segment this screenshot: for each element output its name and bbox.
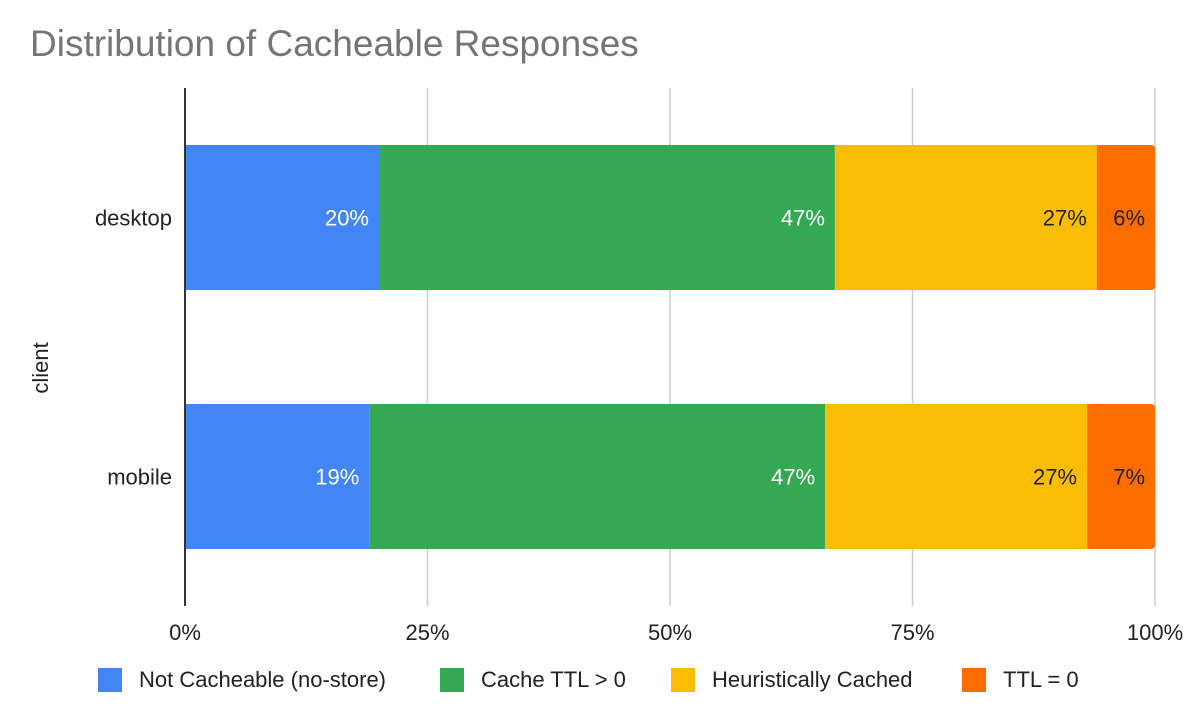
data-label: 27% (1043, 206, 1087, 231)
data-label: 47% (771, 465, 815, 490)
data-label: 7% (1113, 465, 1145, 490)
legend: Not Cacheable (no-store) Cache TTL > 0 Heu… (98, 667, 1079, 692)
axes: 0% 25% 50% 75% 100% desktop mobile (95, 88, 1183, 645)
bar-segment (825, 404, 1088, 549)
legend-label: Not Cacheable (no-store) (139, 667, 386, 692)
legend-swatch (440, 668, 464, 692)
data-label: 6% (1113, 206, 1145, 231)
chart-title: Distribution of Cacheable Responses (30, 23, 639, 64)
data-label: 20% (325, 206, 369, 231)
data-label: 19% (315, 465, 359, 490)
bar-segment (379, 145, 835, 290)
x-tick-label: 100% (1127, 620, 1183, 645)
legend-swatch (671, 668, 695, 692)
legend-label: TTL = 0 (1003, 667, 1079, 692)
legend-label: Heuristically Cached (712, 667, 913, 692)
category-label: mobile (107, 465, 172, 490)
data-label: 47% (781, 206, 825, 231)
category-label: desktop (95, 206, 172, 231)
bar-segment (185, 404, 370, 549)
bar-segment (834, 145, 1097, 290)
bar-segment (369, 404, 826, 549)
bar-segment (1096, 145, 1155, 290)
x-tick-label: 50% (648, 620, 692, 645)
legend-swatch (98, 668, 122, 692)
bars (185, 145, 1155, 549)
data-labels: 20% 47% 27% 6% 19% 47% 27% 7% (315, 206, 1145, 490)
x-tick-label: 0% (169, 620, 201, 645)
bar-segment (185, 145, 379, 290)
x-tick-label: 75% (890, 620, 934, 645)
x-tick-label: 25% (405, 620, 449, 645)
legend-swatch (962, 668, 986, 692)
y-axis-title: client (28, 342, 53, 393)
data-label: 27% (1033, 465, 1077, 490)
bar-segment (1087, 404, 1155, 549)
legend-label: Cache TTL > 0 (481, 667, 626, 692)
